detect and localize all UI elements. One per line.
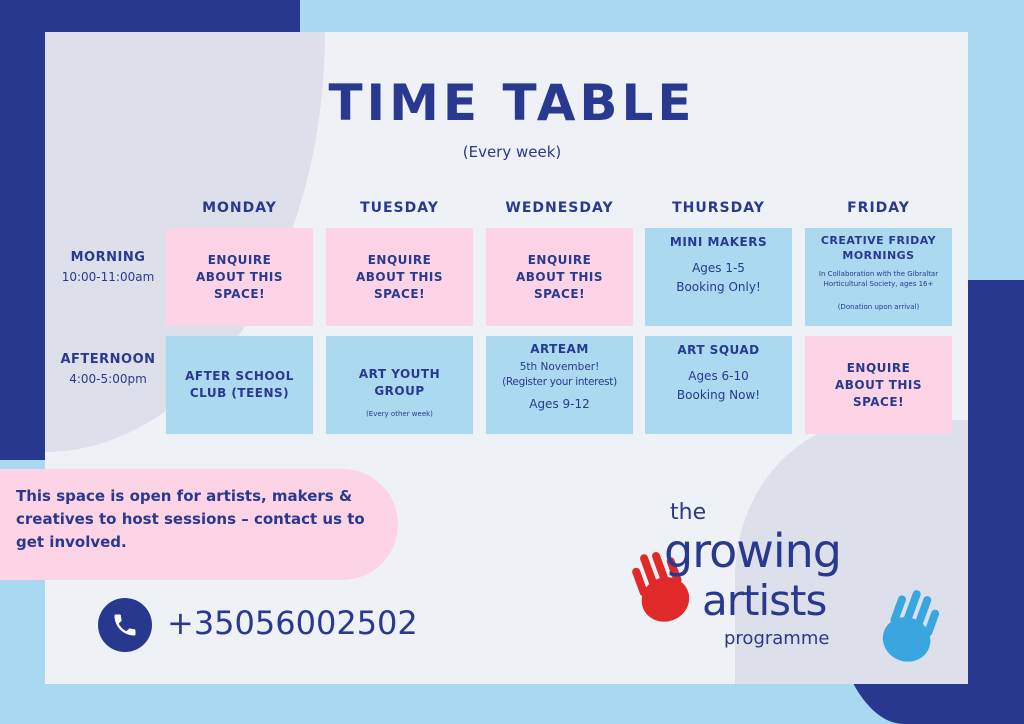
cell-wednesday-afternoon: ARTEAM 5th November! (Register your intere… — [486, 336, 633, 434]
cell-text: Booking Only! — [676, 280, 761, 294]
cell-thursday-morning: MINI MAKERS Ages 1-5 Booking Only! — [645, 228, 792, 326]
callout-banner: This space is open for artists, makers &… — [0, 469, 398, 580]
row-label: AFTERNOON — [60, 352, 156, 367]
cell-text: 5th November! — [519, 361, 600, 373]
logo-text: the — [670, 500, 707, 525]
cell-title: ART YOUTH GROUP — [358, 366, 441, 398]
day-header: WEDNESDAY — [505, 200, 614, 216]
row-time: 4:00-5:00pm — [69, 372, 147, 386]
cell-note: (Donation upon arrival) — [837, 303, 920, 311]
day-header: TUESDAY — [360, 200, 439, 216]
cell-text: Booking Now! — [676, 388, 761, 402]
cell-friday-afternoon: ENQUIRE ABOUT THIS SPACE! — [805, 336, 952, 434]
cell-title: ARTEAM — [530, 342, 589, 356]
cell-text: Ages 1-5 — [692, 261, 745, 275]
logo-text: artists — [702, 576, 827, 625]
day-header: FRIDAY — [847, 200, 910, 216]
cell-tuesday-afternoon: ART YOUTH GROUP (Every other week) — [326, 336, 473, 434]
day-header: THURSDAY — [672, 200, 765, 216]
row-time: 10:00-11:00am — [61, 270, 155, 284]
cell-title: ENQUIRE ABOUT THIS SPACE! — [834, 360, 923, 409]
cell-text: (Register your interest) — [502, 376, 617, 388]
cell-title: CREATIVE FRIDAY MORNINGS — [820, 234, 937, 262]
page-subtitle: (Every week) — [462, 143, 562, 161]
handprint-icons — [632, 551, 940, 662]
cell-wednesday-morning: ENQUIRE ABOUT THIS SPACE! — [486, 228, 633, 326]
page-title: TIME TABLE — [328, 74, 696, 132]
cell-title: AFTER SCHOOL CLUB (TEENS) — [185, 369, 294, 400]
cell-monday-morning: ENQUIRE ABOUT THIS SPACE! — [166, 228, 313, 326]
callout-text: This space is open for artists, makers &… — [16, 487, 365, 551]
phone-icon — [98, 598, 152, 652]
day-header: MONDAY — [202, 200, 277, 216]
logo-text: growing — [664, 524, 842, 578]
row-label: MORNING — [70, 250, 146, 265]
cell-note: In Collaboration with the Gibraltar Hort… — [818, 270, 939, 288]
cell-title: ENQUIRE ABOUT THIS SPACE! — [355, 252, 444, 301]
cell-thursday-afternoon: ART SQUAD Ages 6-10 Booking Now! — [645, 336, 792, 434]
cell-text: Ages 9-12 — [529, 397, 590, 411]
logo-text: programme — [724, 628, 830, 649]
cell-friday-morning: CREATIVE FRIDAY MORNINGS In Collaboration… — [805, 228, 952, 326]
cell-monday-afternoon: AFTER SCHOOL CLUB (TEENS) — [166, 336, 313, 434]
cell-text: Ages 6-10 — [688, 369, 749, 383]
row-label-morning: MORNING 10:00-11:00am — [50, 250, 166, 284]
logo: the growing artists programme — [620, 500, 960, 670]
cell-title: ART SQUAD — [677, 343, 760, 357]
cell-tuesday-morning: ENQUIRE ABOUT THIS SPACE! — [326, 228, 473, 326]
cell-title: ENQUIRE ABOUT THIS SPACE! — [195, 252, 284, 301]
phone-number[interactable]: +35056002502 — [167, 604, 418, 642]
row-label-afternoon: AFTERNOON 4:00-5:00pm — [50, 352, 166, 386]
cell-title: MINI MAKERS — [669, 235, 768, 249]
cell-note: (Every other week) — [366, 409, 433, 418]
cell-title: ENQUIRE ABOUT THIS SPACE! — [515, 252, 604, 301]
